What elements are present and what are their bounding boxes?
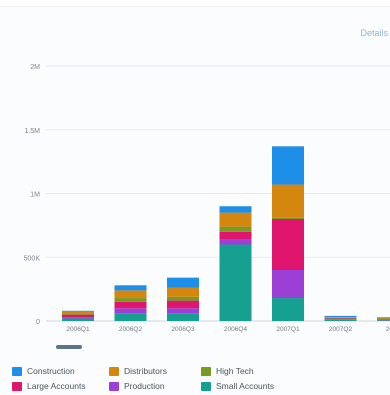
chart-card: Details (0, 6, 390, 395)
bar-segment (272, 219, 304, 270)
bar-segment (167, 300, 199, 309)
bar-segment (272, 146, 304, 185)
legend-swatch-distributors (109, 366, 119, 376)
legend-item-high-tech[interactable]: High Tech (201, 366, 291, 376)
legend-item-small-accounts[interactable]: Small Accounts (201, 381, 291, 391)
x-tick-label: 2007 (386, 326, 390, 333)
bar-segment (219, 212, 252, 227)
bar-segment (114, 285, 147, 291)
legend-swatch-small-accounts (201, 381, 211, 391)
legend-swatch-high-tech (201, 366, 211, 376)
bar-segment (114, 313, 147, 321)
legend-label-small-accounts: Small Accounts (216, 381, 275, 391)
bar-segment (377, 317, 390, 318)
y-tick-label: 0 (36, 319, 40, 326)
x-tick-label: 2006Q2 (119, 326, 143, 333)
bar-segment (219, 226, 252, 232)
bar-segment (62, 313, 94, 315)
bar-segment (167, 308, 199, 314)
legend-label-production: Production (124, 381, 165, 391)
bar-segment (167, 296, 199, 301)
bar-segment (377, 319, 390, 321)
x-tick-label: 2007Q1 (276, 326, 300, 333)
chart-scroll-thumb[interactable] (56, 345, 82, 349)
bar-segment (377, 317, 390, 319)
bar-segment (114, 301, 147, 309)
bar-segment (272, 217, 304, 219)
bar-segment (62, 318, 94, 321)
bar-segment (167, 277, 199, 288)
legend-swatch-large-accounts (12, 381, 22, 391)
y-tick-label: 500K (24, 255, 41, 262)
legend-label-large-accounts: Large Accounts (27, 381, 86, 391)
legend-item-distributors[interactable]: Distributors (109, 366, 201, 376)
stacked-bar-chart: 0 500K 1M 1.5M 2M 2006Q1 2006Q2 2006Q3 2006Q4 200… (24, 64, 390, 333)
bar-segment (62, 317, 94, 319)
legend-item-production[interactable]: Production (109, 381, 201, 391)
legend-item-large-accounts[interactable]: Large Accounts (12, 381, 109, 391)
y-tick-label: 1M (30, 192, 40, 199)
y-tick-label: 2M (30, 64, 40, 71)
bar-segment (272, 298, 304, 321)
bar-segment (62, 310, 94, 312)
bar-segment (324, 319, 357, 321)
legend-item-construction[interactable]: Construction (12, 366, 109, 376)
bar-segment (114, 298, 147, 302)
bar-segment (167, 313, 199, 321)
bar-segment (219, 206, 252, 213)
legend-label-distributors: Distributors (124, 366, 167, 376)
bar-segment (324, 318, 357, 320)
legend-swatch-production (109, 381, 119, 391)
bar-segment (377, 320, 390, 321)
bar-segment (324, 319, 357, 320)
bar-segment (167, 287, 199, 297)
bar-segment (114, 308, 147, 314)
bar-segment (377, 318, 390, 320)
bar-segment (272, 270, 304, 299)
bar-segment (272, 184, 304, 218)
y-tick-label: 1.5M (24, 128, 40, 135)
bar-segment (219, 239, 252, 245)
x-tick-label: 2006Q1 (66, 326, 90, 333)
bar-segment (62, 314, 94, 318)
bar-segment (324, 315, 357, 318)
bar-segment (219, 231, 252, 240)
x-tick-label: 2006Q4 (224, 326, 248, 333)
bar-segment (62, 311, 94, 314)
legend-label-construction: Construction (27, 366, 75, 376)
bar-segment (377, 319, 390, 320)
bar-segment (114, 290, 147, 299)
chart-legend: Construction Distributors High Tech Larg… (12, 366, 382, 391)
bar-segment (324, 317, 357, 319)
x-tick-label: 2007Q2 (329, 326, 353, 333)
bar-segment (219, 244, 252, 321)
legend-swatch-construction (12, 366, 22, 376)
legend-label-high-tech: High Tech (216, 366, 254, 376)
details-link[interactable]: Details (360, 28, 388, 38)
bar-segment (324, 317, 357, 318)
x-tick-label: 2006Q3 (171, 326, 195, 333)
